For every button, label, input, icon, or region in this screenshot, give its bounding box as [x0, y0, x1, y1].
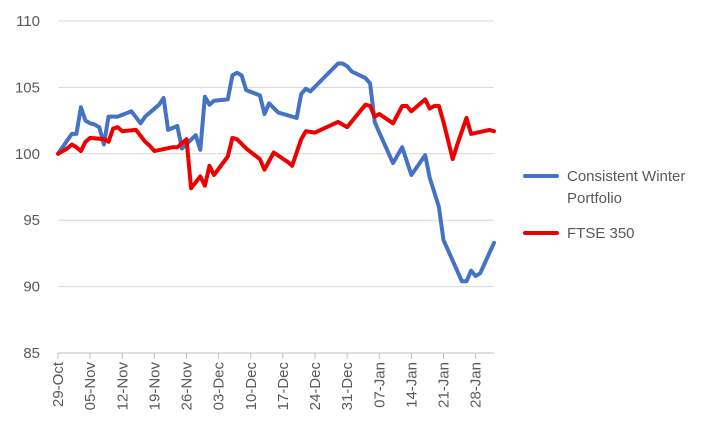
series-lines [56, 61, 496, 284]
y-tick-label: 100 [15, 146, 40, 163]
y-tick-label: 85 [23, 345, 40, 362]
y-tick-label: 95 [23, 212, 40, 229]
x-tick-label: 29-Oct [50, 361, 67, 407]
x-tick-label: 21-Jan [436, 362, 453, 408]
legend: Consistent Winter Portfolio FTSE 350 [523, 168, 685, 242]
x-tick-label: 31-Dec [339, 362, 356, 411]
legend-item: Consistent Winter Portfolio [523, 168, 685, 207]
series-line [56, 61, 496, 284]
y-tick-label: 90 [23, 279, 40, 296]
x-tick-label: 26-Nov [179, 362, 196, 411]
y-axis-tick-labels: 85 90 95 100 105 110 [15, 13, 40, 362]
x-tick-label: 10-Dec [243, 362, 260, 411]
series-line [56, 97, 496, 191]
legend-label: Consistent Winter [567, 168, 685, 185]
x-tick-label: 07-Jan [371, 362, 388, 408]
y-tick-label: 105 [15, 79, 40, 96]
legend-label: Portfolio [567, 190, 622, 207]
x-tick-label: 12-Nov [114, 362, 131, 411]
legend-item: FTSE 350 [523, 225, 635, 242]
x-tick-label: 28-Jan [468, 362, 485, 408]
x-tick-label: 05-Nov [82, 362, 99, 411]
y-tick-label: 110 [16, 13, 40, 30]
x-tick-label: 24-Dec [307, 362, 324, 411]
x-tick-label: 03-Dec [211, 362, 228, 411]
x-tick-label: 14-Jan [403, 362, 420, 408]
legend-label: FTSE 350 [567, 225, 635, 242]
x-tick-label: 19-Nov [146, 362, 163, 411]
x-axis: 29-Oct 05-Nov 12-Nov 19-Nov 26-Nov 03-Dec 10-D… [50, 352, 494, 411]
x-tick-label: 17-Dec [275, 362, 292, 411]
